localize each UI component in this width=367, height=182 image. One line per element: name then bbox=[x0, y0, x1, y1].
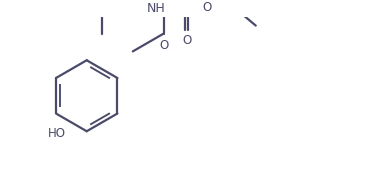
Text: HO: HO bbox=[48, 127, 66, 140]
Text: O: O bbox=[160, 39, 169, 52]
Text: O: O bbox=[182, 34, 192, 47]
Text: NH: NH bbox=[147, 2, 166, 15]
Text: O: O bbox=[203, 1, 212, 14]
